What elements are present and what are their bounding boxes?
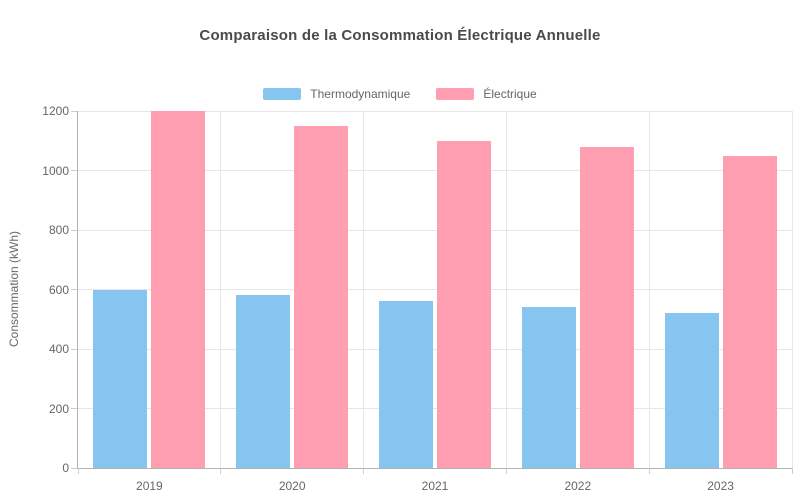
gridline-horizontal [78,408,792,409]
gridline-vertical [363,111,365,468]
x-tick-mark [363,468,365,474]
x-tick-mark [220,468,222,474]
bar-électrique-2021 [437,140,491,468]
plot-area: 0 200 400 600 800 1000 1200 2019 2020 2021 2022 202… [42,104,793,493]
x-tick-mark [77,468,79,474]
y-tick-label: 600 [48,282,69,297]
bar-thermodynamique-2020 [236,295,291,468]
y-tick-mark [71,110,77,112]
y-tick-label: 800 [48,223,69,237]
bar-thermodynamique-2022 [521,307,576,468]
x-tick-mark [791,468,793,474]
legend-item-électrique[interactable]: Électrique [436,87,537,101]
gridline-horizontal [78,229,792,231]
gridline-horizontal [78,170,792,171]
bar-thermodynamique-2019 [93,289,148,468]
gridline-vertical [220,111,222,468]
gridline-vertical [791,111,793,468]
y-tick-mark [71,289,77,290]
x-tick-mark [648,468,650,474]
y-tick-mark [71,467,77,469]
x-tick-label: 2021 [421,479,449,493]
gridline-vertical [648,111,650,468]
y-tick-label: 0 [62,461,69,475]
gridline-horizontal [78,110,792,112]
y-tick-mark [71,170,77,171]
x-tick-label: 2019 [136,479,163,493]
legend-swatch-icon [263,88,302,100]
y-tick-label: 400 [48,342,69,356]
legend-swatch-icon [436,88,475,100]
chart-legend: Thermodynamique Électrique [0,87,800,101]
bar-électrique-2022 [579,146,634,468]
x-tick-mark [505,468,507,474]
legend-item-thermodynamique[interactable]: Thermodynamique [263,87,410,101]
bar-thermodynamique-2021 [379,301,433,468]
legend-item-label: Thermodynamique [310,87,411,101]
y-tick-mark [71,348,77,350]
y-tick-label: 1200 [42,104,69,118]
x-tick-label: 2020 [278,479,306,493]
bar-thermodynamique-2023 [664,313,719,468]
y-tick-label: 200 [48,401,69,416]
y-tick-mark [71,229,77,231]
gridline-horizontal [78,289,792,290]
bar-électrique-2019 [151,111,206,468]
x-tick-label: 2023 [707,479,734,493]
page-title: Comparaison de la Consommation Électriqu… [199,27,601,44]
bar-électrique-2020 [294,125,349,468]
legend-item-label: Électrique [483,87,537,101]
gridline-horizontal [78,348,792,350]
gridline-vertical [505,111,507,468]
y-tick-label: 1000 [42,163,69,178]
y-tick-mark [71,408,77,409]
bar-électrique-2023 [722,155,777,468]
x-tick-label: 2022 [564,479,592,493]
